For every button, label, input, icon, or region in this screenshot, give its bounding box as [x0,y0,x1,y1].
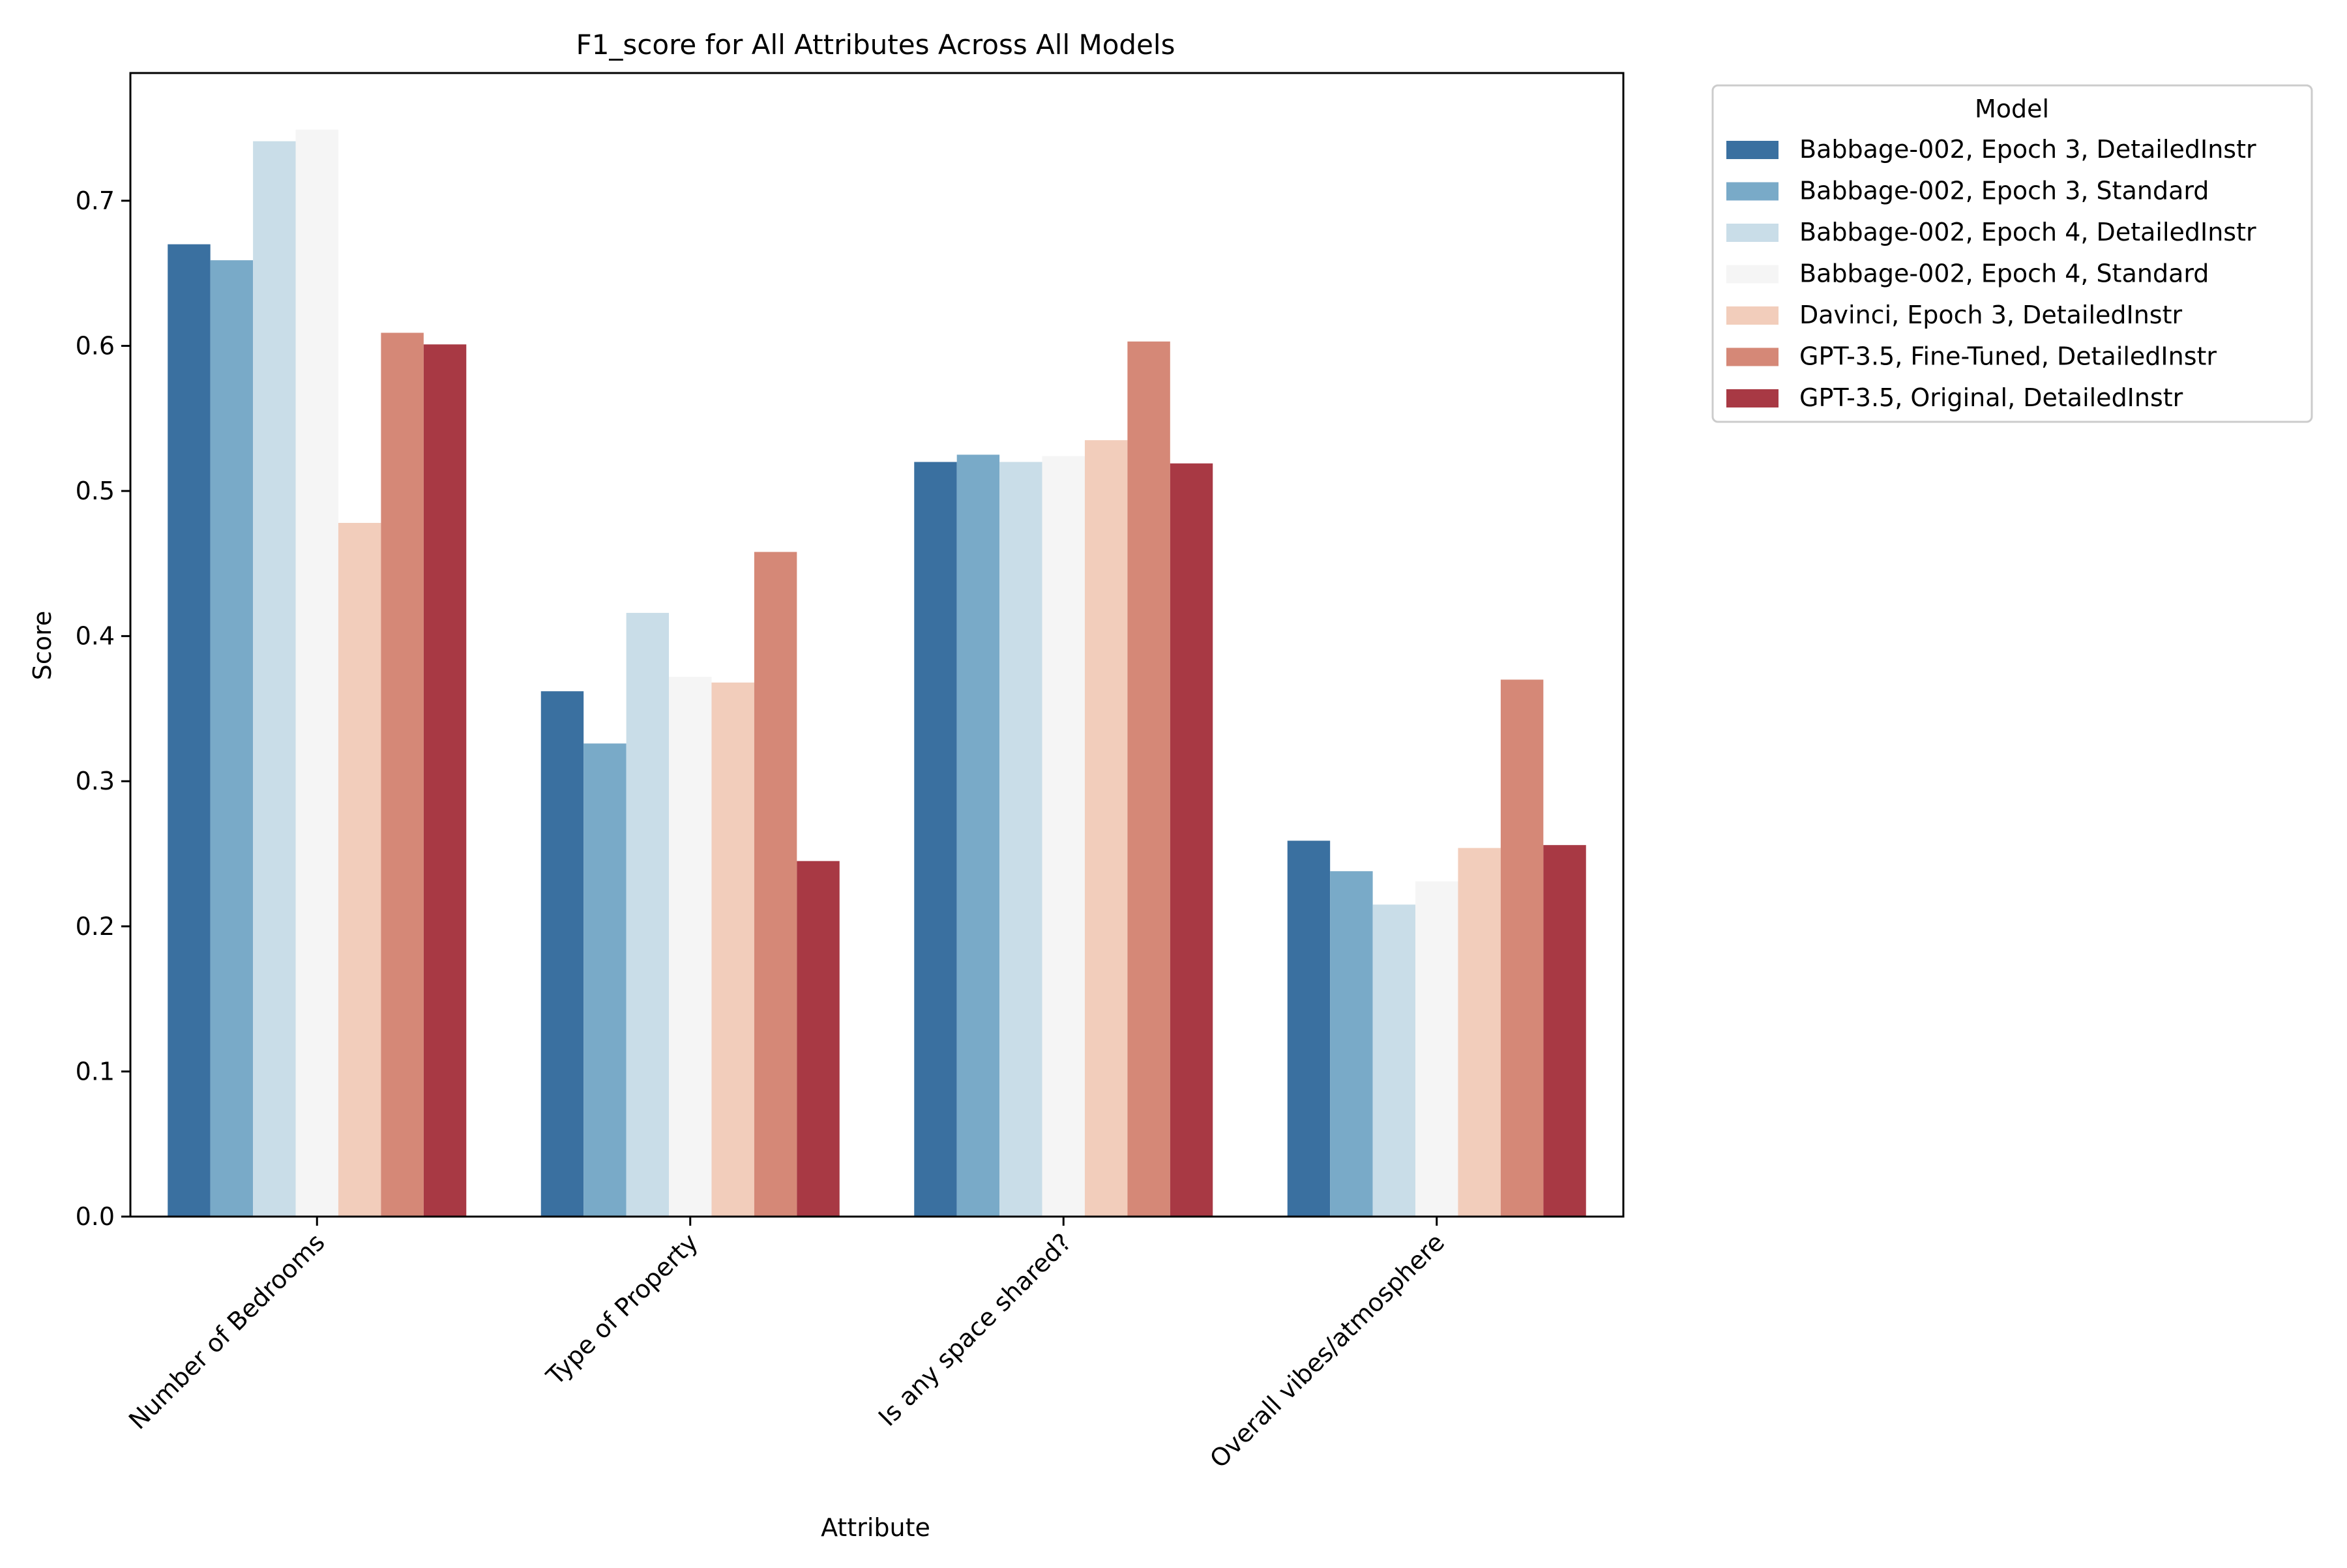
bar [914,462,957,1217]
bars-layer [168,129,1586,1217]
bar [253,141,296,1217]
plot-frame [129,72,1625,1218]
legend-label: GPT-3.5, Fine-Tuned, DetailedInstr [1799,342,2217,371]
chart-title: F1_score for All Attributes Across All M… [576,29,1175,61]
y-axis-label: Score [28,611,57,680]
bar [1415,881,1458,1217]
bar [1372,904,1416,1217]
x-axis-label: Attribute [821,1513,930,1542]
bar [1500,679,1544,1217]
y-tick-label: 0.3 [76,767,115,795]
x-tick-label: Overall vibes/atmosphere [1204,1228,1450,1473]
bar [754,552,797,1217]
bar [423,344,467,1217]
bar [295,129,338,1217]
bar [168,244,211,1217]
bar [669,676,712,1217]
bar [338,523,381,1217]
bar [1042,456,1085,1217]
bar [711,682,754,1217]
y-tick-label: 0.7 [76,186,115,215]
x-tick-label: Is any space shared? [873,1228,1077,1432]
legend-title: Model [1975,95,2049,123]
legend-label: Babbage-002, Epoch 3, DetailedInstr [1799,135,2256,164]
legend-items: Babbage-002, Epoch 3, DetailedInstr Babba… [1726,135,2256,412]
legend-swatch [1726,141,1779,159]
legend-label: Babbage-002, Epoch 3, Standard [1799,177,2209,205]
y-tick-label: 0.1 [76,1057,115,1086]
bar [1084,440,1128,1217]
legend-frame [1711,84,2313,423]
legend-swatch [1726,306,1779,325]
legend-label: GPT-3.5, Original, DetailedInstr [1799,383,2183,412]
legend-label: Babbage-002, Epoch 4, DetailedInstr [1799,218,2256,246]
bar [797,861,840,1217]
bar [956,454,1000,1217]
bar [381,333,424,1217]
y-tick-label: 0.4 [76,622,115,651]
y-tick-label: 0.5 [76,477,115,505]
bar [999,462,1042,1217]
legend-label: Davinci, Epoch 3, DetailedInstr [1799,301,2182,329]
bar [1127,341,1170,1217]
legend-swatch [1726,224,1779,242]
y-tick-label: 0.2 [76,912,115,941]
x-tick-label: Number of Bedrooms [123,1228,331,1435]
bar [1458,848,1501,1217]
legend-label: Babbage-002, Epoch 4, Standard [1799,259,2209,288]
legend-swatch [1726,348,1779,366]
bar [1287,840,1331,1217]
bar [583,743,627,1217]
y-tick-label: 0.6 [76,331,115,360]
x-tick-label: Type of Property [540,1228,703,1391]
bar [1170,463,1213,1217]
y-tick-label: 0.0 [76,1202,115,1231]
bar [626,613,670,1217]
legend: Model Babbage-002, Epoch 3, DetailedInst… [1711,84,2313,423]
legend-swatch [1726,389,1779,407]
bar [1543,845,1586,1217]
bar [210,260,254,1217]
legend-swatch [1726,182,1779,201]
bar [540,691,584,1217]
legend-swatch [1726,265,1779,284]
bar [1330,871,1373,1217]
